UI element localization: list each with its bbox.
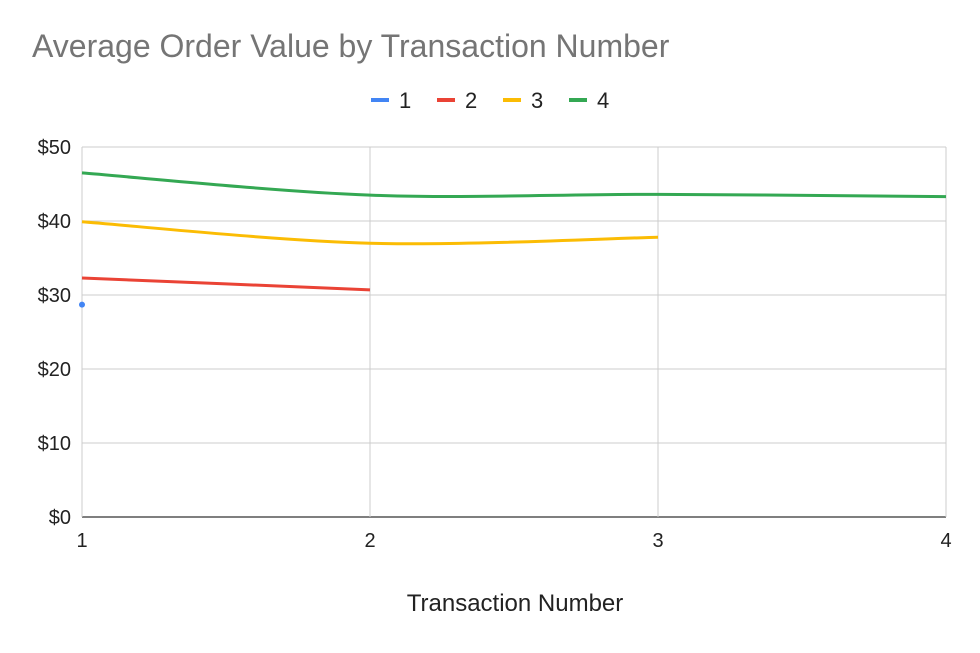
legend-item-3: 3 <box>503 88 543 113</box>
grid <box>81 146 947 518</box>
legend: 1 2 3 4 <box>371 88 609 113</box>
series-2-line <box>81 276 371 292</box>
legend-label: 4 <box>597 88 609 113</box>
y-tick-label: $20 <box>38 359 71 381</box>
legend-label: 1 <box>399 88 411 113</box>
legend-label: 3 <box>531 88 543 113</box>
x-tick-label: 1 <box>76 530 87 552</box>
y-tick-label: $40 <box>38 211 71 233</box>
legend-swatch <box>503 98 521 102</box>
y-tick-label: $50 <box>38 137 71 159</box>
legend-swatch <box>569 98 587 102</box>
y-tick-label: $10 <box>38 433 71 455</box>
chart-title: Average Order Value by Transaction Numbe… <box>32 28 670 64</box>
legend-swatch <box>371 98 389 102</box>
x-tick-label: 3 <box>652 530 663 552</box>
legend-swatch <box>437 98 455 102</box>
series-1-point <box>79 301 85 308</box>
series-3-line <box>81 220 659 246</box>
legend-item-2: 2 <box>437 88 477 113</box>
x-tick-label: 2 <box>364 530 375 552</box>
legend-item-4: 4 <box>569 88 609 113</box>
axes: $0 $10 $20 $30 $40 $50 1 2 3 4 <box>38 137 952 552</box>
series-4-line <box>81 171 947 199</box>
y-tick-label: $30 <box>38 285 71 307</box>
x-tick-label: 4 <box>940 530 951 552</box>
x-axis-title: Transaction Number <box>407 590 624 617</box>
legend-label: 2 <box>465 88 477 113</box>
legend-item-1: 1 <box>371 88 411 113</box>
y-tick-label: $0 <box>49 507 71 529</box>
series-group <box>79 171 947 308</box>
